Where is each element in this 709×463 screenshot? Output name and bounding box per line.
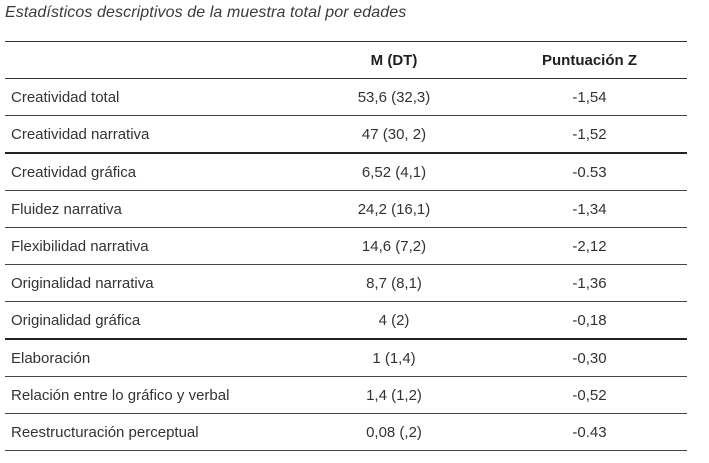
- row-m-dt: 47 (30, 2): [361, 125, 427, 143]
- row-m-dt: 0,08 (,2): [366, 423, 422, 441]
- row-label: Creatividad total: [11, 88, 120, 106]
- row-m-dt: 24,2 (16,1): [357, 200, 431, 218]
- row-m-dt: 4 (2): [378, 311, 410, 329]
- table-row: Relación entre lo gráfico y verbal 1,4 (…: [5, 377, 687, 414]
- row-m-dt: 53,6 (32,3): [357, 88, 431, 106]
- row-label: Flexibilidad narrativa: [11, 237, 149, 255]
- row-m-dt: 6,52 (4,1): [361, 163, 427, 181]
- row-z-score: -1,34: [572, 200, 607, 218]
- row-label: Creatividad gráfica: [11, 163, 137, 181]
- row-label: Creatividad narrativa: [11, 125, 150, 143]
- row-z-score: -0,52: [572, 386, 607, 404]
- header-z-score: Puntuación Z: [542, 51, 637, 69]
- row-z-score: -0.43: [572, 423, 607, 441]
- row-label: Reestructuración perceptual: [11, 423, 199, 441]
- header-variable: [5, 42, 296, 79]
- row-label: Elaboración: [11, 349, 91, 367]
- header-m-dt: M (DT): [370, 51, 418, 69]
- row-z-score: -1,52: [572, 125, 607, 143]
- row-label: Relación entre lo gráfico y verbal: [11, 386, 230, 404]
- table-row: Fluidez narrativa 24,2 (16,1) -1,34: [5, 191, 687, 228]
- table-row: Creatividad gráfica 6,52 (4,1) -0.53: [5, 153, 687, 191]
- row-z-score: -0,18: [572, 311, 607, 329]
- row-m-dt: 8,7 (8,1): [366, 274, 422, 292]
- row-m-dt: 14,6 (7,2): [361, 237, 427, 255]
- table-row: Reestructuración perceptual 0,08 (,2) -0…: [5, 414, 687, 451]
- table-header-row: M (DT) Puntuación Z: [5, 41, 687, 79]
- table-row: Originalidad gráfica 4 (2) -0,18: [5, 302, 687, 339]
- row-z-score: -2,12: [572, 237, 607, 255]
- row-label: Fluidez narrativa: [11, 200, 122, 218]
- table-row: Creatividad narrativa 47 (30, 2) -1,52: [5, 116, 687, 153]
- row-m-dt: 1,4 (1,2): [366, 386, 422, 404]
- row-z-score: -1,36: [572, 274, 607, 292]
- row-z-score: -0,30: [572, 349, 607, 367]
- table-row: Creatividad total 53,6 (32,3) -1,54: [5, 79, 687, 116]
- row-z-score: -0.53: [572, 163, 607, 181]
- table-row: Originalidad narrativa 8,7 (8,1) -1,36: [5, 265, 687, 302]
- table-caption: Estadísticos descriptivos de la muestra …: [5, 4, 407, 21]
- table-row: Elaboración 1 (1,4) -0,30: [5, 339, 687, 377]
- row-label: Originalidad narrativa: [11, 274, 154, 292]
- descriptive-stats-table: M (DT) Puntuación Z Creatividad total 53…: [5, 41, 687, 451]
- row-m-dt: 1 (1,4): [372, 349, 416, 367]
- row-z-score: -1,54: [572, 88, 607, 106]
- row-label: Originalidad gráfica: [11, 311, 141, 329]
- table-row: Flexibilidad narrativa 14,6 (7,2) -2,12: [5, 228, 687, 265]
